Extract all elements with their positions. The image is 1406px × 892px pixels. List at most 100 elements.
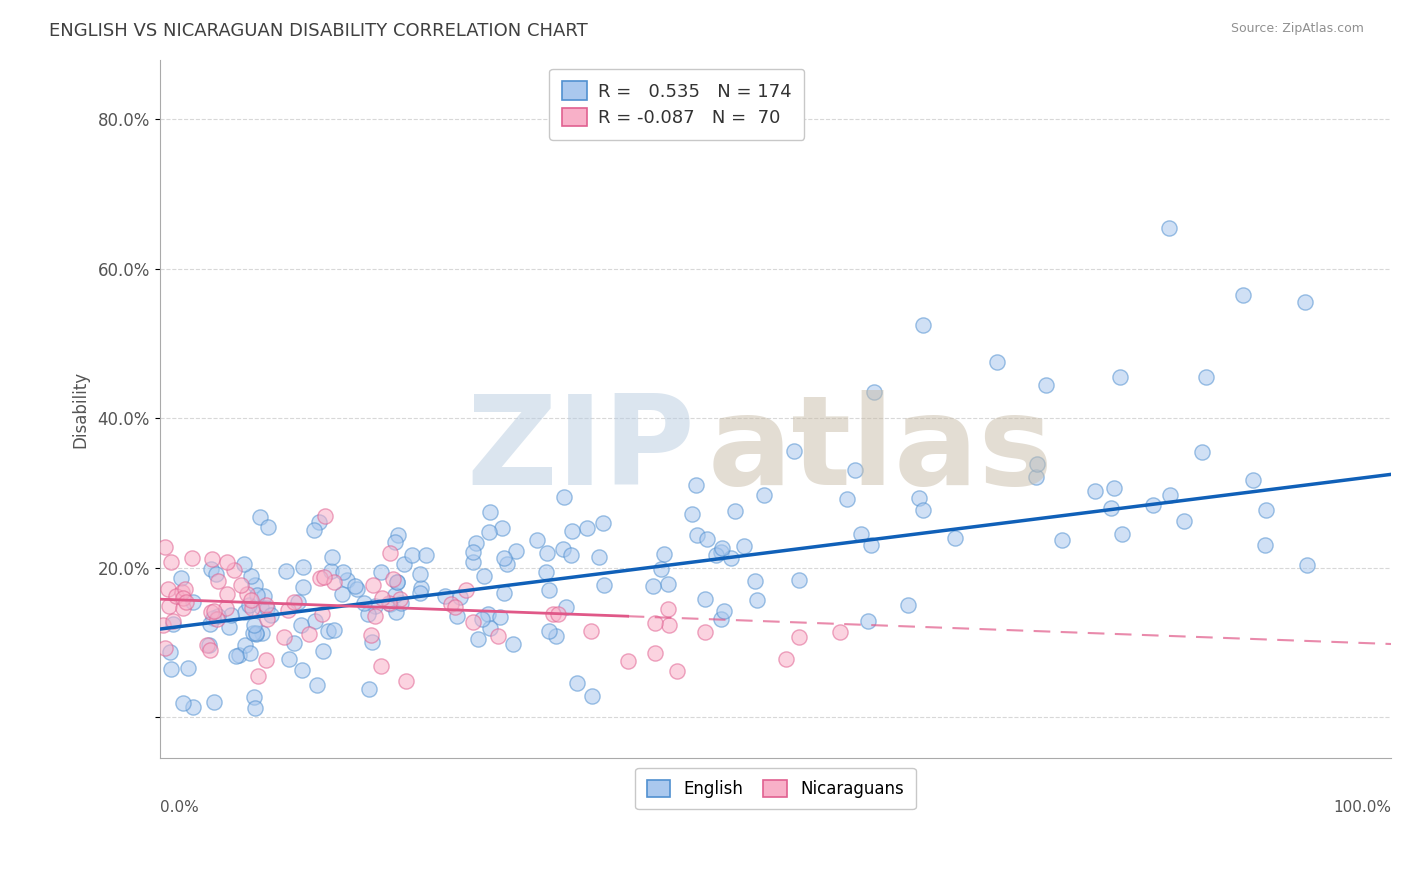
Text: 0.0%: 0.0%: [160, 800, 198, 815]
Point: [304, 523, 326, 537]
Point: [724, 503, 747, 517]
Point: [561, 524, 583, 538]
Point: [720, 551, 742, 566]
Point: [1159, 220, 1181, 235]
Point: [685, 478, 707, 492]
Point: [897, 598, 920, 612]
Point: [454, 583, 477, 598]
Point: [537, 582, 560, 597]
Point: [283, 595, 305, 609]
Point: [364, 608, 387, 623]
Point: [276, 564, 298, 578]
Point: [1295, 558, 1317, 572]
Point: [710, 612, 733, 626]
Point: [986, 355, 1008, 369]
Point: [534, 566, 557, 580]
Text: ENGLISH VS NICARAGUAN DISABILITY CORRELATION CHART: ENGLISH VS NICARAGUAN DISABILITY CORRELA…: [49, 22, 588, 40]
Point: [409, 581, 432, 595]
Point: [1191, 445, 1213, 459]
Point: [153, 540, 176, 554]
Point: [254, 598, 277, 612]
Point: [292, 580, 315, 594]
Point: [243, 618, 266, 632]
Point: [745, 593, 768, 607]
Point: [232, 557, 254, 571]
Point: [1253, 538, 1275, 552]
Point: [943, 531, 966, 545]
Point: [245, 627, 267, 641]
Point: [238, 598, 260, 612]
Point: [464, 535, 486, 549]
Point: [860, 538, 883, 552]
Point: [200, 562, 222, 576]
Point: [218, 620, 240, 634]
Point: [1050, 533, 1073, 548]
Point: [479, 621, 502, 635]
Point: [174, 594, 197, 608]
Point: [494, 551, 516, 566]
Point: [343, 579, 366, 593]
Point: [298, 627, 321, 641]
Point: [491, 521, 513, 535]
Point: [257, 520, 280, 534]
Point: [357, 607, 380, 622]
Point: [200, 617, 222, 632]
Point: [387, 528, 409, 542]
Point: [641, 579, 664, 593]
Point: [323, 623, 346, 637]
Point: [364, 599, 387, 614]
Point: [370, 565, 392, 579]
Point: [243, 690, 266, 705]
Point: [239, 646, 262, 660]
Point: [565, 676, 588, 690]
Point: [304, 614, 326, 628]
Point: [314, 569, 336, 583]
Point: [202, 604, 225, 618]
Point: [233, 638, 256, 652]
Point: [382, 573, 405, 587]
Point: [384, 535, 406, 549]
Point: [245, 700, 267, 714]
Point: [378, 597, 401, 611]
Point: [215, 600, 238, 615]
Point: [202, 611, 225, 625]
Point: [544, 630, 567, 644]
Point: [330, 587, 353, 601]
Point: [180, 550, 202, 565]
Point: [174, 582, 197, 596]
Point: [172, 600, 194, 615]
Point: [553, 491, 575, 505]
Y-axis label: Disability: Disability: [72, 370, 89, 448]
Point: [385, 574, 408, 589]
Point: [256, 600, 278, 615]
Point: [384, 588, 406, 602]
Point: [231, 578, 253, 592]
Point: [201, 551, 224, 566]
Point: [592, 516, 614, 530]
Point: [489, 610, 512, 624]
Point: [1142, 498, 1164, 512]
Point: [290, 618, 312, 632]
Point: [152, 618, 174, 632]
Point: [1241, 473, 1264, 487]
Point: [247, 669, 270, 683]
Point: [236, 587, 259, 601]
Point: [1035, 377, 1057, 392]
Point: [207, 574, 229, 588]
Point: [543, 607, 565, 622]
Point: [172, 696, 194, 710]
Point: [844, 463, 866, 477]
Point: [471, 612, 494, 626]
Point: [1159, 488, 1181, 502]
Point: [415, 548, 437, 562]
Point: [312, 643, 335, 657]
Point: [353, 596, 375, 610]
Point: [172, 585, 194, 599]
Point: [1254, 502, 1277, 516]
Point: [165, 589, 187, 603]
Point: [153, 641, 176, 656]
Point: [378, 595, 401, 609]
Point: [278, 652, 301, 666]
Point: [308, 571, 330, 585]
Point: [176, 661, 198, 675]
